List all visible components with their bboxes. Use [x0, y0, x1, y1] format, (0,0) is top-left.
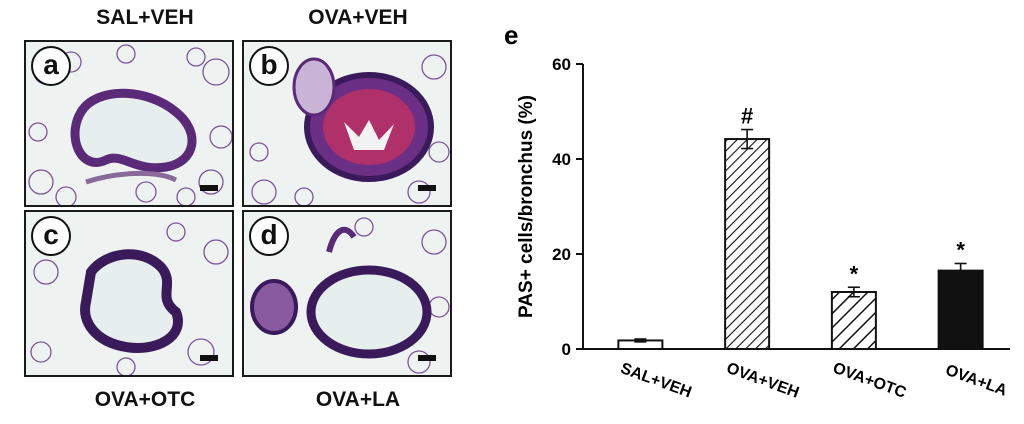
scale-bar: [418, 185, 436, 191]
histology-panel-b: b: [242, 40, 452, 207]
y-tick-label: 60: [552, 55, 571, 74]
lung-tissue-image: [26, 42, 232, 205]
bar: [937, 269, 984, 350]
scale-bar: [200, 185, 218, 191]
y-tick-label: 0: [562, 340, 571, 359]
panel-a-letter: a: [31, 46, 71, 86]
panel-c-title: OVA+OTC: [94, 388, 196, 411]
bar: [724, 138, 771, 350]
pas-bar-chart: e 0 20 40 60 PAS+ cells/bronchus (%) SAL+VEH #…: [504, 20, 1010, 402]
panel-d-letter: d: [249, 216, 289, 256]
bar: [830, 291, 877, 350]
x-tick-label: OVA+OTC: [831, 360, 909, 402]
histology-panel-d: d: [242, 210, 452, 377]
x-tick-label: OVA+VEH: [724, 360, 801, 402]
significance-marker: *: [850, 261, 859, 286]
panel-e-letter: e: [504, 20, 518, 50]
panel-b-letter: b: [249, 46, 289, 86]
panel-a-title: SAL+VEH: [96, 6, 194, 29]
panel-b-title: OVA+VEH: [308, 6, 408, 29]
panel-d-title: OVA+LA: [315, 388, 401, 411]
panel-c-letter: c: [31, 216, 71, 256]
significance-marker: *: [956, 238, 965, 263]
y-axis-label: PAS+ cells/bronchus (%): [516, 95, 537, 318]
x-tick-label: SAL+VEH: [618, 360, 694, 401]
histology-panel-c: c: [24, 210, 234, 377]
significance-marker: #: [741, 104, 753, 129]
histology-panel-a: a: [24, 40, 234, 207]
y-tick-label: 20: [552, 245, 571, 264]
scale-bar: [200, 355, 218, 361]
y-tick-label: 40: [552, 150, 571, 169]
x-tick-label: OVA+LA: [943, 362, 1010, 400]
scale-bar: [418, 355, 436, 361]
